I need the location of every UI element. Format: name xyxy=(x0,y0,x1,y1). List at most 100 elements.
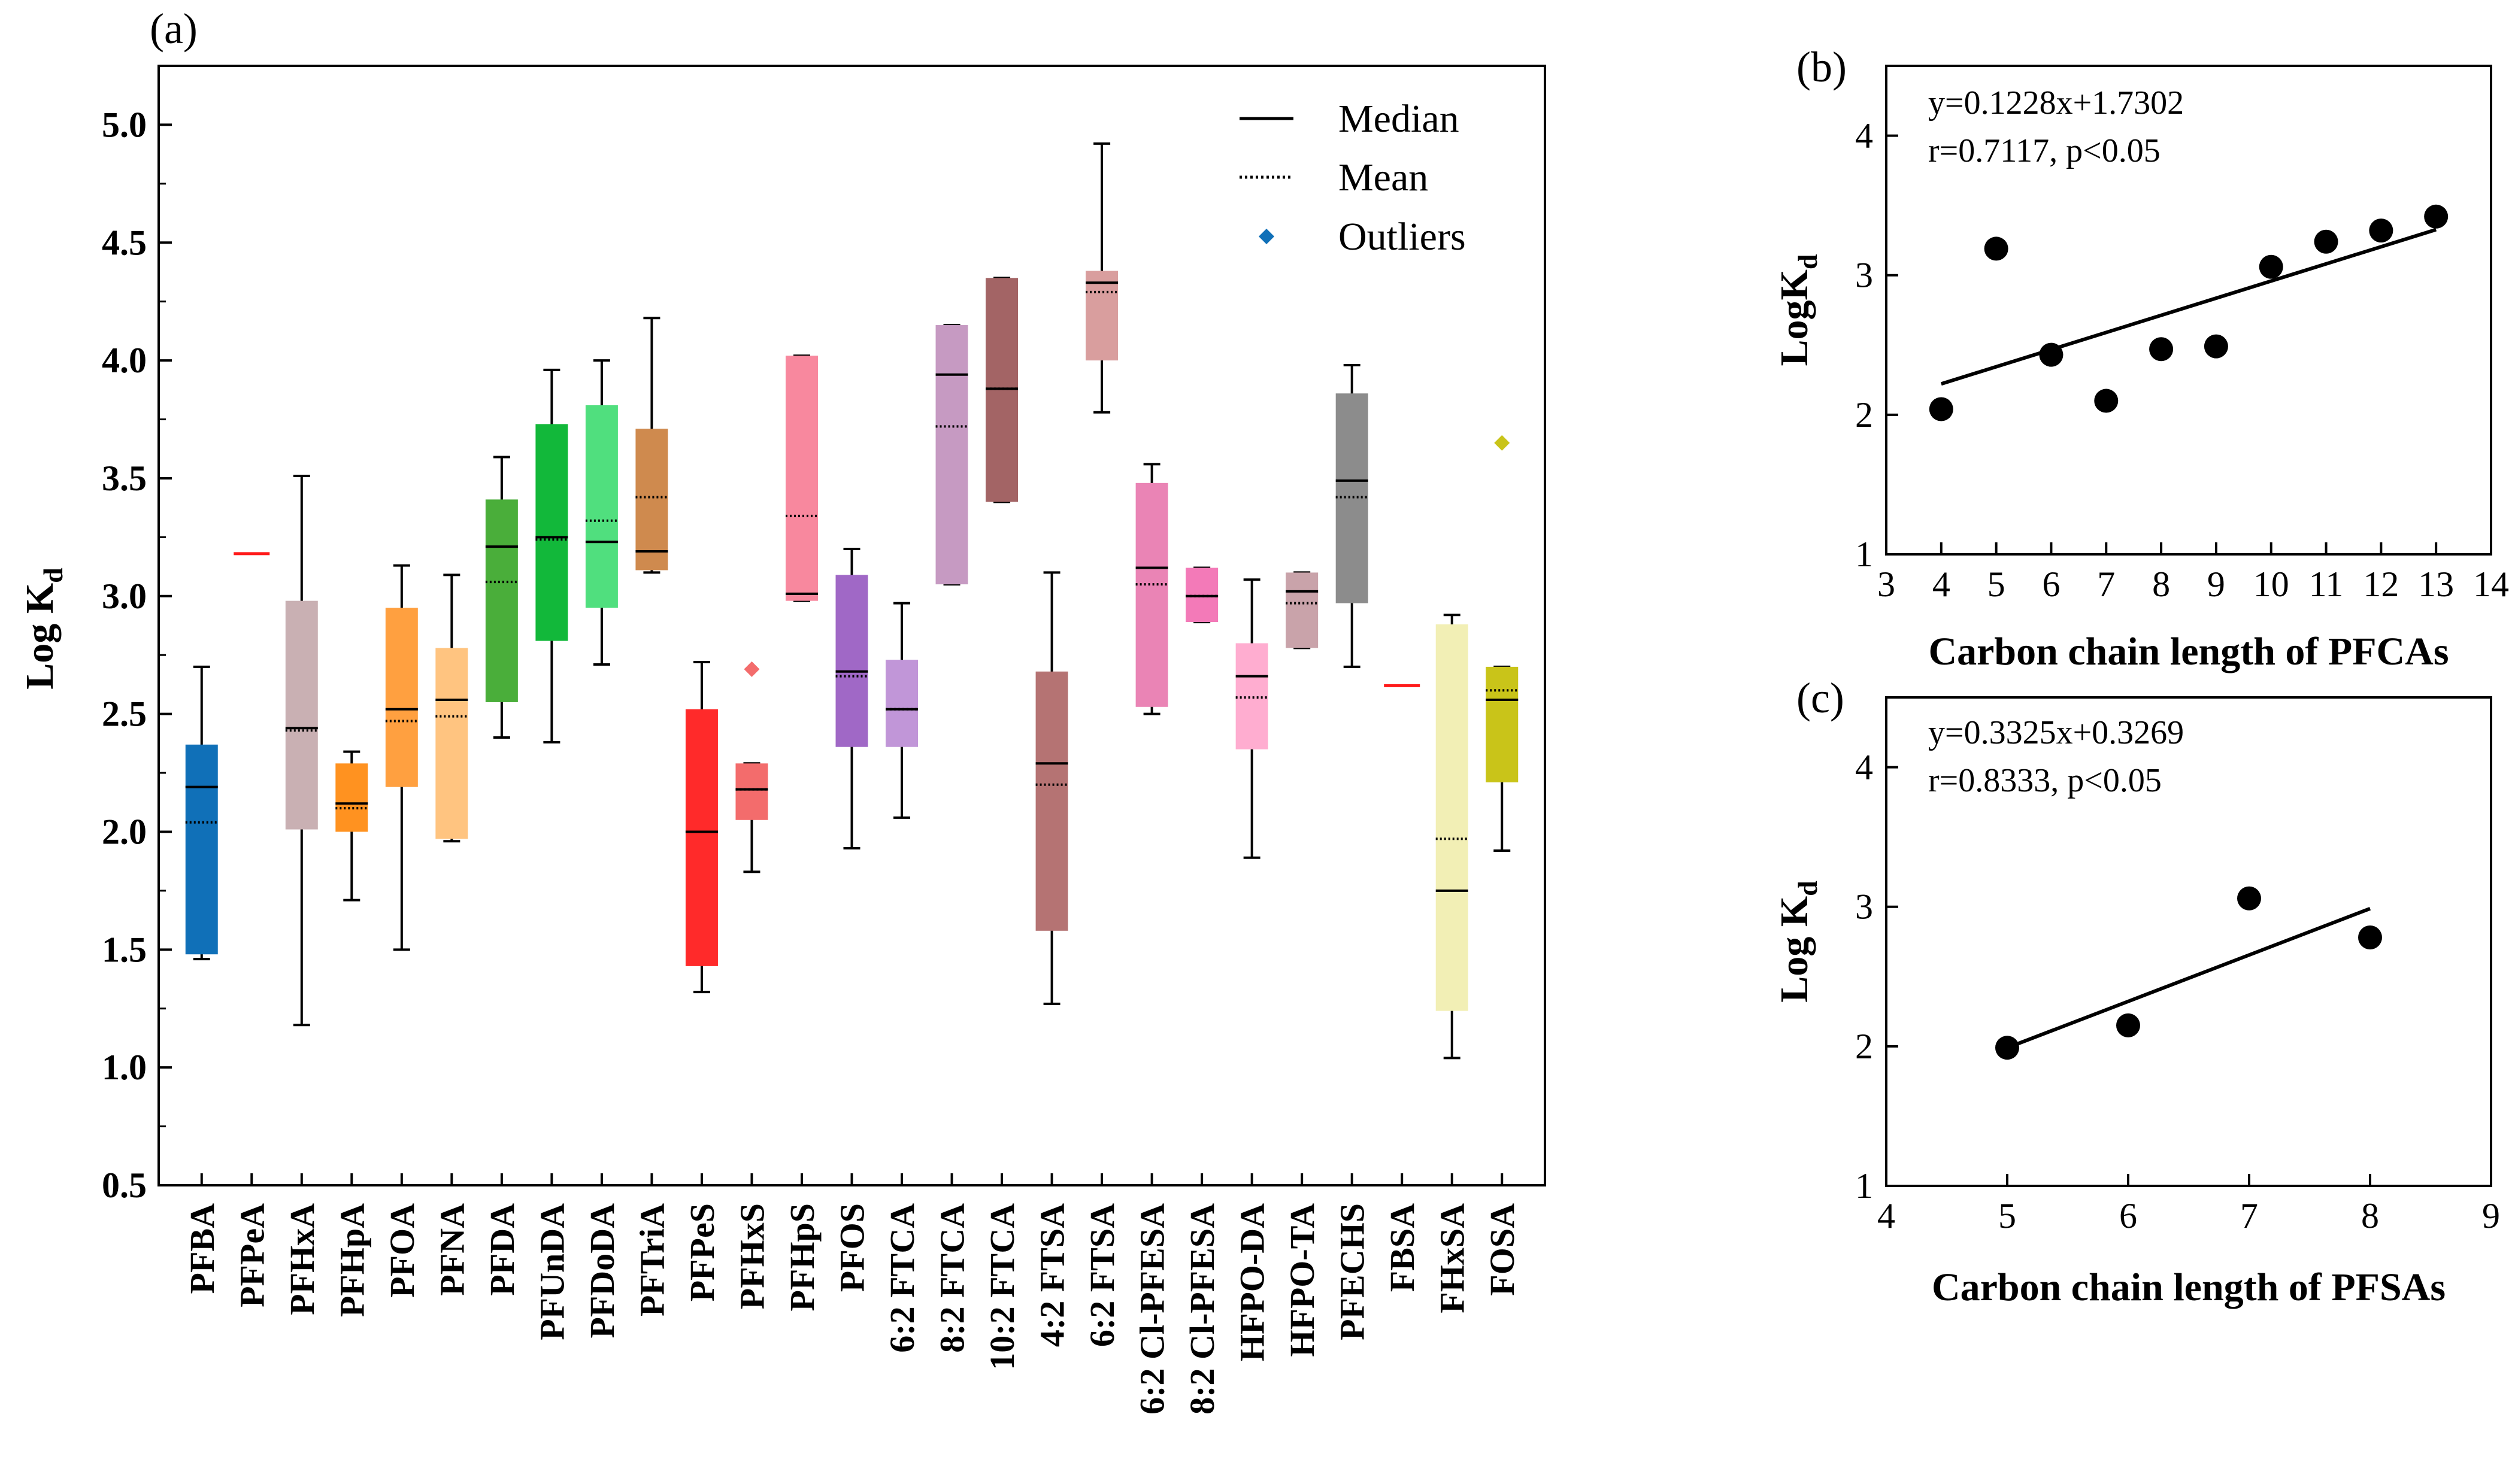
panel-c-fit-line xyxy=(2006,906,2371,1050)
x-tick-label: 11 xyxy=(2309,565,2344,604)
data-point xyxy=(1984,236,2008,261)
box-pfechs xyxy=(1335,363,1368,1185)
panel-c-frame xyxy=(1885,696,2492,1187)
legend-median-label: Median xyxy=(1338,97,1459,141)
x-tick-label: 9 xyxy=(2482,1196,2500,1236)
data-point xyxy=(2259,254,2283,279)
data-point xyxy=(2094,389,2119,413)
legend-mean-label: Mean xyxy=(1338,156,1428,199)
box-pfhps xyxy=(785,354,818,1185)
y-tick-label: 3 xyxy=(1855,256,1873,295)
iqr-box xyxy=(635,429,668,570)
x-tick-label: 14 xyxy=(2473,565,2509,604)
panel-a-x-labels: PFBA PFPeA PFHxA PFHpA PFOA PFNA PFDA PFUnDA PFD… xyxy=(183,1203,1522,1415)
panel-c-ticks: 4 5 6 7 8 9 1 2 3 4 xyxy=(1855,748,2500,1236)
box-pftria xyxy=(635,317,668,1185)
x-tick-label: PFTriA xyxy=(632,1203,671,1316)
x-tick-label: PFHxA xyxy=(283,1203,322,1315)
iqr-box xyxy=(1086,271,1119,361)
iqr-box xyxy=(886,660,919,747)
box-fosa xyxy=(1486,435,1519,1185)
panel-c-points xyxy=(1995,886,2382,1060)
y-tick-label: 4.5 xyxy=(102,223,147,262)
box-pfhpa xyxy=(335,750,368,1185)
box-pfpes xyxy=(685,661,718,1185)
data-point xyxy=(2149,337,2174,362)
x-tick-label: 8 xyxy=(2361,1196,2379,1236)
iqr-box xyxy=(1286,572,1319,648)
data-point xyxy=(1995,1036,2019,1060)
box-pfoa xyxy=(385,564,418,1185)
data-point xyxy=(1929,397,1953,421)
x-tick-label: FHxSA xyxy=(1433,1203,1472,1313)
x-tick-label: 8:2 FTCA xyxy=(933,1203,972,1353)
iqr-box xyxy=(1135,482,1168,707)
y-tick-label: 1 xyxy=(1855,535,1873,574)
box-fbsa xyxy=(1384,684,1420,1185)
x-tick-label: 3 xyxy=(1877,565,1895,604)
x-tick-label: PFPeS xyxy=(683,1203,722,1301)
x-tick-label: 6:2 FTCA xyxy=(883,1203,922,1353)
x-tick-label: 7 xyxy=(2240,1196,2258,1236)
x-tick-label: PFDA xyxy=(483,1203,522,1296)
x-tick-label: PFBA xyxy=(183,1203,222,1294)
x-tick-label: PFNA xyxy=(432,1203,471,1296)
legend-outliers-label: Outliers xyxy=(1338,215,1466,259)
data-point xyxy=(2424,204,2449,229)
outlier-point xyxy=(1494,435,1510,451)
box-pfdoda xyxy=(585,359,618,1185)
y-tick-label: 2.0 xyxy=(102,812,147,851)
box-fhxsa xyxy=(1435,614,1468,1185)
box-pfpea xyxy=(234,552,270,1185)
x-tick-label: 10 xyxy=(2253,565,2289,604)
x-tick-label: PFOA xyxy=(383,1203,422,1298)
x-tick-label: 6 xyxy=(2042,565,2060,604)
x-tick-label: 6:2 FTSA xyxy=(1083,1203,1122,1347)
iqr-box xyxy=(185,744,218,955)
panel-b-points xyxy=(1929,204,2449,421)
box-pfba xyxy=(185,665,218,1185)
box-pfhxa xyxy=(285,475,318,1185)
box-4-2-ftsa xyxy=(1035,571,1068,1185)
iqr-box xyxy=(935,325,968,585)
x-tick-label: 7 xyxy=(2097,565,2115,604)
iqr-box xyxy=(385,608,418,787)
iqr-box xyxy=(285,600,318,830)
box-6-2-ftsa xyxy=(1086,142,1119,1185)
x-tick-label: HFPO-DA xyxy=(1233,1203,1272,1361)
x-tick-label: FBSA xyxy=(1383,1203,1422,1292)
panel-c-x-axis-label: Carbon chain length of PFSAs xyxy=(1932,1266,2446,1309)
panel-b-stats: r=0.7117, p<0.05 xyxy=(1928,132,2161,169)
y-tick-label: 4 xyxy=(1855,116,1873,156)
x-tick-label: PFOS xyxy=(833,1203,872,1292)
iqr-box xyxy=(1035,671,1068,931)
x-tick-label: PFECHS xyxy=(1333,1203,1372,1340)
panel-a-y-axis-label: Log Kd xyxy=(18,567,68,690)
data-point xyxy=(2237,886,2261,911)
panel-a-label: (a) xyxy=(150,5,198,53)
y-tick-label: 1.5 xyxy=(102,930,147,969)
y-tick-label: 1.0 xyxy=(102,1048,147,1087)
panel-a-boxes xyxy=(185,142,1519,1185)
x-tick-label: 8 xyxy=(2152,565,2170,604)
iqr-box xyxy=(535,424,568,641)
box-pfna xyxy=(435,573,468,1185)
x-tick-label: PFHpA xyxy=(332,1203,371,1317)
iqr-box xyxy=(785,356,818,601)
x-tick-label: 13 xyxy=(2418,565,2454,604)
panel-c-equation: y=0.3325x+0.3269 xyxy=(1928,714,2184,751)
iqr-box xyxy=(1486,666,1519,782)
legend-outlier-swatch xyxy=(1259,229,1274,244)
panel-a-boxplot: (a) 0.51.01.52.02.53.03.54.04.55.0 PFBA P… xyxy=(18,5,1546,1415)
box-8-2-cl-pfesa xyxy=(1186,566,1219,1185)
legend: Median Mean Outliers xyxy=(1240,97,1466,259)
data-point xyxy=(2204,334,2228,359)
iqr-box xyxy=(485,499,518,702)
iqr-box xyxy=(735,763,768,820)
panel-b-x-axis-label: Carbon chain length of PFCAs xyxy=(1928,630,2449,673)
y-tick-label: 0.5 xyxy=(102,1166,147,1205)
box-8-2-ftca xyxy=(935,324,968,1185)
x-tick-label: 6:2 Cl-PFESA xyxy=(1133,1203,1172,1415)
